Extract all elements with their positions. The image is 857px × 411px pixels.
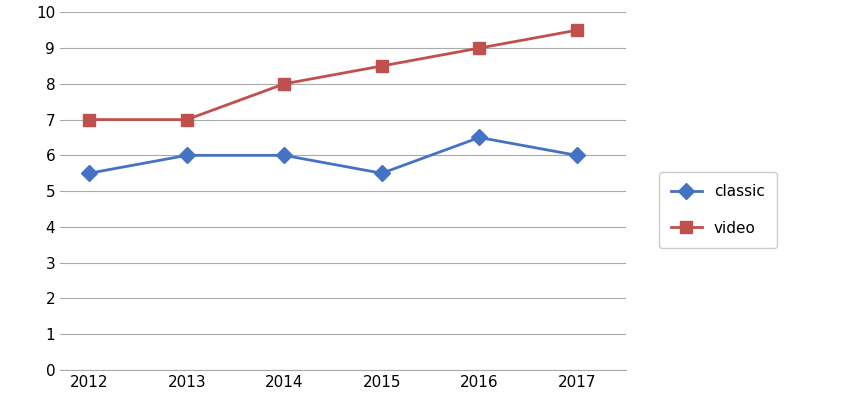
classic (182, 153, 192, 158)
video (572, 28, 582, 33)
video (474, 46, 484, 51)
classic (572, 153, 582, 158)
classic (84, 171, 94, 176)
video (279, 81, 290, 86)
classic (474, 135, 484, 140)
Line: classic: classic (84, 132, 583, 179)
Line: video: video (84, 25, 583, 125)
video (84, 117, 94, 122)
classic (377, 171, 387, 176)
video (377, 63, 387, 68)
classic (279, 153, 290, 158)
video (182, 117, 192, 122)
Legend: classic, video: classic, video (659, 172, 777, 248)
